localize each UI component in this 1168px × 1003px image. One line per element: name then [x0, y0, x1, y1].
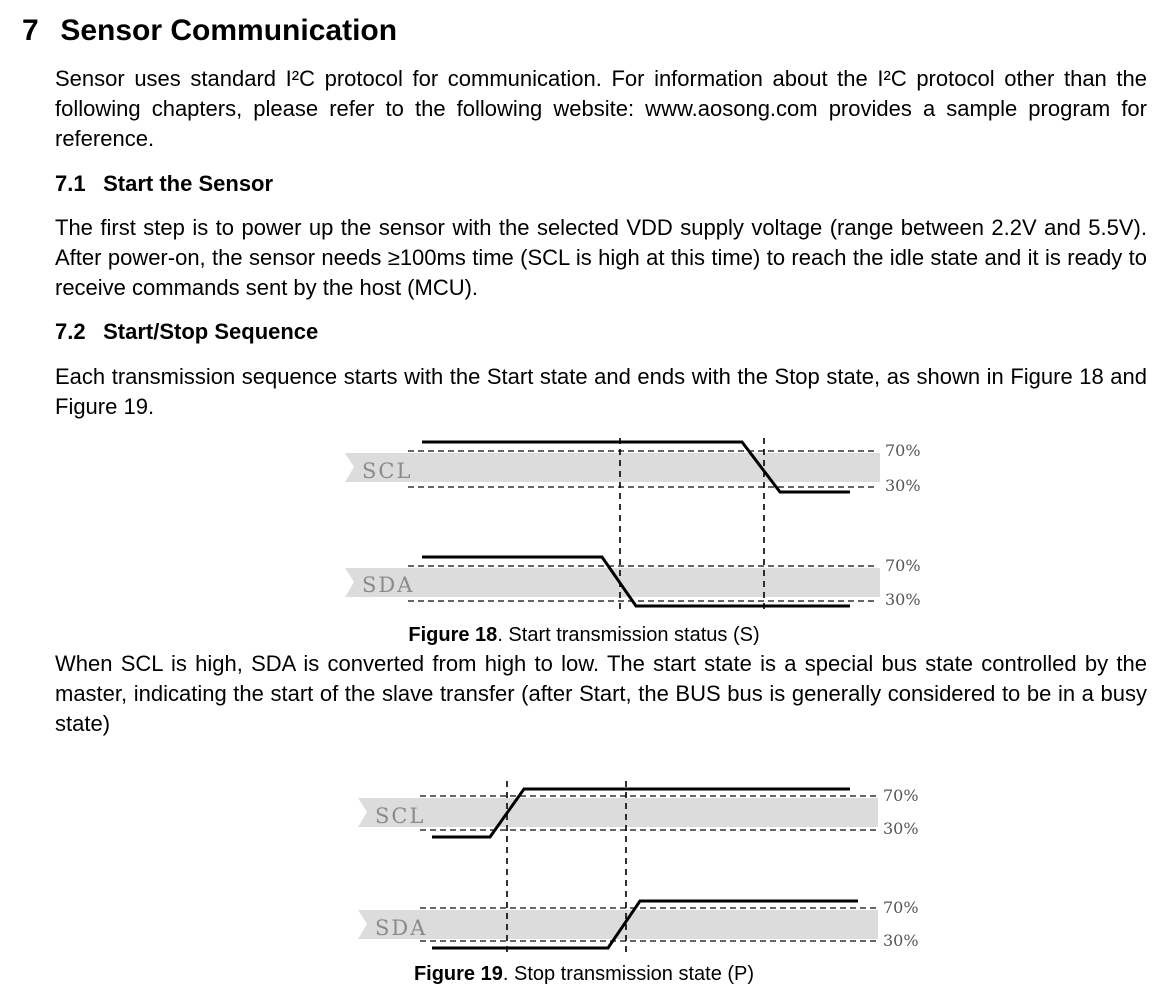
- section-heading: 7 Sensor Communication: [22, 14, 397, 48]
- start-stop-paragraph: Each transmission sequence starts with t…: [55, 364, 1147, 419]
- start-state-paragraph: When SCL is high, SDA is converted from …: [55, 651, 1147, 736]
- figure-19-caption-text: . Stop transmission state (P): [502, 963, 755, 985]
- scl-label: SCL: [362, 459, 412, 483]
- sda-70-label: 70%: [883, 898, 919, 917]
- scl-70-label: 70%: [883, 786, 919, 805]
- figure-18-start-timing-diagram: SCL 70% 30% SDA 70% 30%: [345, 438, 921, 612]
- sda-70-label: 70%: [885, 556, 921, 575]
- section-title: Sensor Communication: [60, 14, 398, 47]
- sda-label: SDA: [362, 573, 414, 597]
- figure-18-caption: Figure 18. Start transmission status (S): [0, 624, 1168, 647]
- sda-30-label: 30%: [883, 931, 919, 950]
- scl-waveform: [422, 440, 850, 494]
- sda-label: SDA: [375, 916, 427, 940]
- start-sensor-paragraph: The first step is to power up the sensor…: [55, 215, 1147, 300]
- sda-30-label: 30%: [885, 590, 921, 609]
- subsection-title: Start the Sensor: [103, 171, 274, 196]
- subsection-heading-start-sensor: 7.1 Start the Sensor: [55, 171, 273, 197]
- figure-18-caption-text: . Start transmission status (S): [497, 624, 760, 646]
- sda-threshold-band: [345, 568, 880, 597]
- figure-18-caption-label: Figure 18: [408, 624, 498, 646]
- scl-threshold-band: [358, 798, 878, 827]
- subsection-number: 7.1: [55, 171, 86, 196]
- figure-19-stop-timing-diagram: SCL 70% 30% SDA 70% 30%: [358, 781, 919, 955]
- scl-threshold-band: [345, 453, 880, 482]
- subsection-title: Start/Stop Sequence: [103, 319, 319, 344]
- figure-19-caption-label: Figure 19: [413, 963, 503, 985]
- section-number: 7: [22, 14, 39, 47]
- scl-label: SCL: [375, 804, 425, 828]
- intro-paragraph: Sensor uses standard I²C protocol for co…: [55, 66, 1147, 151]
- scl-30-label: 30%: [885, 476, 921, 495]
- scl-30-label: 30%: [883, 819, 919, 838]
- figure-19-caption: Figure 19. Stop transmission state (P): [0, 963, 1168, 986]
- sda-waveform: [422, 555, 850, 608]
- subsection-heading-start-stop: 7.2 Start/Stop Sequence: [55, 319, 318, 345]
- scl-70-label: 70%: [885, 441, 921, 460]
- scl-waveform: [432, 787, 850, 839]
- subsection-number: 7.2: [55, 319, 86, 344]
- sda-waveform: [432, 899, 858, 950]
- sda-threshold-band: [358, 910, 878, 939]
